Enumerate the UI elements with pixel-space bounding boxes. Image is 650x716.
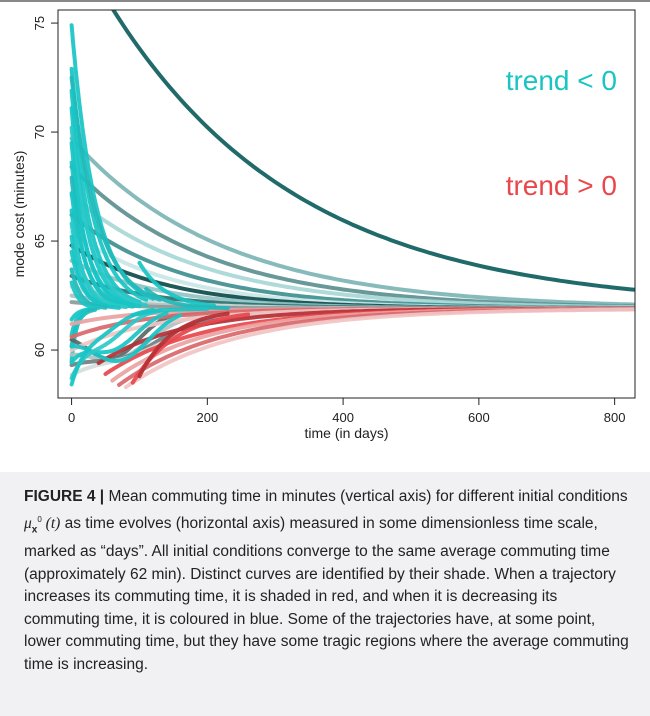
figure-caption: FIGURE 4 | Mean commuting time in minute…	[0, 472, 650, 716]
top-rule	[0, 0, 650, 2]
y-tick-label: 75	[32, 16, 47, 30]
x-tick-label: 0	[68, 410, 75, 425]
x-tick-label: 800	[604, 410, 626, 425]
trajectory-line-48	[69, 308, 162, 381]
plot-frame	[57, 9, 636, 399]
trajectory-line-1	[69, 136, 635, 307]
trajectory-line-27	[69, 280, 101, 310]
legend-trend-negative: trend < 0	[506, 65, 617, 96]
trajectory-line-43	[123, 307, 635, 390]
x-tick-label: 200	[196, 410, 218, 425]
y-tick-label: 65	[32, 234, 47, 248]
caption-math-mu: μ	[24, 514, 32, 532]
trajectory-line-52	[130, 306, 210, 318]
legend-trend-positive: trend > 0	[506, 170, 617, 201]
y-axis-label: mode cost (minutes)	[11, 151, 27, 278]
series-layer	[69, 10, 635, 390]
trajectory-line-14	[69, 75, 162, 302]
caption-math-arg: (t)	[41, 514, 61, 532]
chart-svg: 0 200 400 600 800 60 65 70 75 time (in days) mode …	[11, 9, 636, 441]
trajectory-line-19	[69, 160, 142, 308]
y-tick-label: 60	[32, 343, 47, 357]
x-axis-label: time (in days)	[304, 425, 388, 441]
x-tick-label: 600	[468, 410, 490, 425]
figure-chart: 0 200 400 600 800 60 65 70 75 time (in days) mode …	[11, 9, 636, 441]
caption-text-1: Mean commuting time in minutes (vertical…	[104, 488, 628, 505]
caption-math-sub: x	[31, 523, 38, 535]
axes-layer: 0 200 400 600 800 60 65 70 75 time (in days) mode …	[11, 9, 636, 441]
trajectory-line-51	[144, 287, 230, 311]
trajectory-line-15	[69, 88, 142, 304]
caption-lead: FIGURE 4 |	[24, 488, 105, 505]
trajectory-line-50	[137, 260, 217, 308]
x-tick-label: 400	[332, 410, 354, 425]
trajectory-line-0	[111, 10, 635, 292]
trajectory-line-25	[69, 250, 122, 310]
y-tick-label: 70	[32, 125, 47, 139]
trajectory-line-17	[69, 125, 149, 308]
caption-text-2: as time evolves (horizontal axis) measur…	[24, 514, 629, 673]
caption-math-sup: 0	[37, 514, 42, 524]
trajectory-line-45	[137, 311, 230, 379]
